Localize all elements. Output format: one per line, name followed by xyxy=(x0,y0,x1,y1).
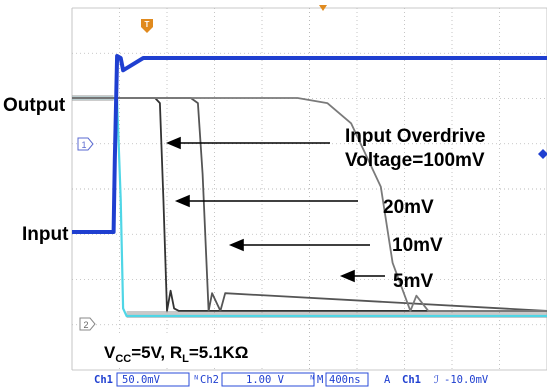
trigger-channel: Ch1 xyxy=(402,374,421,386)
vcc-subscript: CC xyxy=(115,353,131,365)
ch1-label: Ch1 xyxy=(94,374,113,386)
time-scale: 400ns xyxy=(329,374,361,386)
output-label: Output xyxy=(3,95,66,116)
input-label: Input xyxy=(22,224,69,245)
vcc-value: =5V, R xyxy=(131,343,182,362)
time-coupling-icon: ᴺ xyxy=(309,374,315,386)
trigger-slope-icon: ℐ xyxy=(434,374,439,386)
trigger-mode: A xyxy=(384,374,391,386)
label-20mv: 20mV xyxy=(383,197,434,218)
ch2-label: Ch2 xyxy=(200,374,219,386)
trigger-marker-text: T xyxy=(145,20,150,29)
trigger-level: -10.0mV xyxy=(444,374,489,386)
time-label: M xyxy=(317,374,323,386)
overdrive-label-line2: Voltage=100mV xyxy=(345,150,485,171)
label-5mv: 5mV xyxy=(393,271,433,292)
overdrive-label-line1: Input Overdrive xyxy=(345,126,485,147)
vcc-symbol: V xyxy=(104,343,116,362)
ch1-marker-text: 1 xyxy=(81,140,86,150)
ch2-marker-text: 2 xyxy=(83,320,88,330)
label-10mv: 10mV xyxy=(392,235,443,256)
rl-value: =5.1KΩ xyxy=(189,343,248,362)
ch1-scale: 50.0mV xyxy=(122,374,161,386)
ch2-coupling-icon: ᴺ xyxy=(193,374,199,386)
ch2-scale: 1.00 V xyxy=(246,374,285,386)
